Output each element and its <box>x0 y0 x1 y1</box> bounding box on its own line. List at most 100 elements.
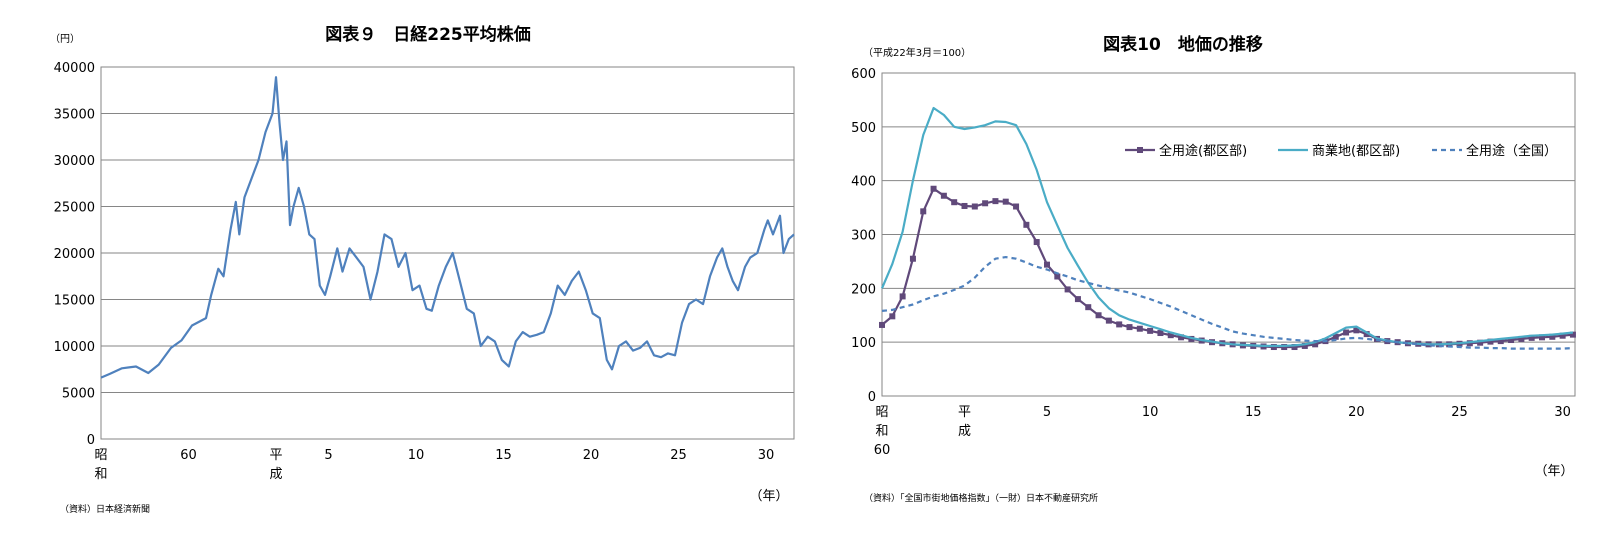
x-tick-label: 平 <box>958 405 971 420</box>
data-point <box>1343 329 1350 336</box>
chart2-y-ticks: 0 100 200 300 400 500 600 <box>851 67 876 405</box>
data-point <box>1116 321 1123 328</box>
series-line-1 <box>880 106 1574 347</box>
data-point <box>1353 327 1360 334</box>
data-point <box>940 192 947 199</box>
x-tick-label: 20 <box>1348 405 1365 420</box>
y-tick-label: 10000 <box>54 340 95 355</box>
x-tick-label: 昭 <box>875 405 888 420</box>
y-tick-label: 500 <box>851 121 876 136</box>
data-point <box>879 321 885 328</box>
data-point <box>1033 239 1040 246</box>
data-point <box>889 313 896 320</box>
data-point <box>1136 325 1143 332</box>
legend-label: 商業地(都区部) <box>1312 143 1400 159</box>
chart1-y-unit: （円） <box>50 33 80 45</box>
legend-label: 全用途（全国） <box>1466 143 1557 159</box>
data-point <box>1074 296 1081 303</box>
y-tick-label: 20000 <box>54 247 95 262</box>
data-point <box>971 203 978 210</box>
x-tick-label: 25 <box>670 448 687 463</box>
x-tick-label: 30 <box>758 448 775 463</box>
chart1-x-ticks: 昭和 60 平成 5 10 15 20 25 30 <box>94 448 774 482</box>
data-point <box>1054 273 1061 280</box>
legend-label: 全用途(都区部) <box>1159 143 1247 159</box>
chart1-gridlines <box>101 113 794 393</box>
data-point <box>1549 333 1556 340</box>
y-tick-label: 300 <box>851 229 876 244</box>
data-point <box>1167 332 1174 339</box>
series-line-0 <box>100 76 795 379</box>
chart1-source: （資料）日本経済新聞 <box>60 503 150 515</box>
chart1-y-ticks: 0 5000 10000 15000 20000 25000 30000 35000 40000 <box>54 61 95 448</box>
chart2-legend: 全用途(都区部) 商業地(都区部) 全用途（全国） <box>1125 143 1557 159</box>
x-tick-label: 平 <box>269 448 282 463</box>
chart1-title: 図表９ 日経225平均株価 <box>325 24 531 45</box>
x-tick-label: 5 <box>324 448 332 463</box>
data-point <box>920 208 927 215</box>
data-point <box>982 200 989 207</box>
chart2-series <box>879 106 1576 351</box>
y-tick-label: 15000 <box>54 294 95 309</box>
y-tick-label: 35000 <box>54 108 95 123</box>
data-point <box>951 199 958 206</box>
data-point <box>961 202 968 209</box>
x-tick-label: 10 <box>408 448 425 463</box>
data-point <box>1126 324 1133 331</box>
data-point <box>1497 338 1504 345</box>
data-point <box>1281 344 1288 351</box>
data-point <box>1332 333 1339 340</box>
data-point <box>909 255 916 262</box>
x-tick-label: 成 <box>958 424 971 439</box>
x-tick-label: 成 <box>269 467 282 482</box>
data-point <box>1539 334 1545 341</box>
y-tick-label: 200 <box>851 282 876 297</box>
data-point <box>992 198 999 205</box>
chart1-series <box>100 76 795 379</box>
data-point <box>1147 327 1154 334</box>
data-point <box>1508 337 1515 344</box>
data-point <box>1095 312 1102 319</box>
data-point <box>1105 317 1112 324</box>
chart-land-price: 図表10 地価の推移 （平成22年3月＝100） 010020030040050… <box>851 34 1576 504</box>
x-tick-label: 15 <box>495 448 512 463</box>
y-tick-label: 40000 <box>54 61 95 76</box>
data-point <box>1487 338 1494 345</box>
chart2-x-unit: （年） <box>1534 464 1573 479</box>
data-point <box>1569 331 1576 338</box>
chart1-x-unit: （年） <box>749 489 788 504</box>
x-tick-label: 30 <box>1554 405 1571 420</box>
x-tick-label: 15 <box>1245 405 1262 420</box>
data-point <box>1085 304 1092 311</box>
data-point <box>1270 344 1277 351</box>
chart2-title: 図表10 地価の推移 <box>1103 34 1263 55</box>
data-point <box>1157 330 1164 337</box>
y-tick-label: 5000 <box>62 387 95 402</box>
data-point <box>1559 332 1566 339</box>
y-tick-label: 600 <box>851 67 876 82</box>
data-point <box>930 185 937 192</box>
x-tick-label: 10 <box>1142 405 1159 420</box>
x-tick-label: 20 <box>583 448 600 463</box>
data-point <box>1312 341 1319 348</box>
x-tick-label: 昭 <box>94 448 107 463</box>
y-tick-label: 0 <box>868 390 876 405</box>
x-tick-label: 60 <box>180 448 197 463</box>
y-tick-label: 0 <box>87 433 95 448</box>
y-tick-label: 100 <box>851 336 876 351</box>
x-tick-label: 60 <box>874 443 891 458</box>
x-tick-label: 5 <box>1043 405 1051 420</box>
series-line-2 <box>881 256 1573 350</box>
data-point <box>1301 342 1308 349</box>
chart2-source: （資料）「全国市街地価格指数」（一財）日本不動産研究所 <box>864 492 1098 504</box>
y-tick-label: 25000 <box>54 201 95 216</box>
data-point <box>1178 334 1185 341</box>
data-point <box>1528 334 1535 341</box>
legend-marker <box>1137 147 1143 153</box>
x-tick-label: 和 <box>875 424 888 439</box>
y-tick-label: 400 <box>851 175 876 190</box>
chart2-y-unit: （平成22年3月＝100） <box>863 46 971 59</box>
chart-nikkei: 図表９ 日経225平均株価 （円） 0 5000 10000 15000 20000 25… <box>50 24 795 515</box>
